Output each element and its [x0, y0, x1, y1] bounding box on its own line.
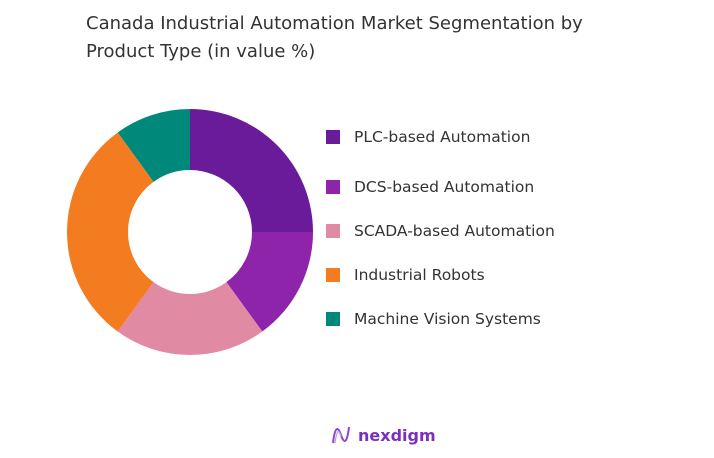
legend-item: SCADA-based Automation: [326, 222, 555, 240]
legend-swatch: [326, 268, 340, 282]
chart-title: Canada Industrial Automation Market Segm…: [86, 13, 583, 62]
donut-slice-industrial-robots: [66, 132, 154, 332]
brand-name: nexdigm: [358, 425, 436, 445]
legend-label: PLC-based Automation: [354, 128, 531, 146]
legend-item: PLC-based Automation: [326, 128, 530, 146]
legend-swatch: [326, 312, 340, 326]
legend-label: Machine Vision Systems: [354, 310, 541, 328]
legend-item: Industrial Robots: [326, 266, 485, 284]
donut-slice-machine-vision-systems: [117, 109, 190, 182]
legend-swatch: [326, 180, 340, 194]
legend-item: DCS-based Automation: [326, 178, 534, 196]
nexdigm-logo: nexdigm: [330, 424, 436, 446]
legend-swatch: [326, 130, 340, 144]
legend-item: Machine Vision Systems: [326, 310, 541, 328]
donut-slice-scada-based-automation: [117, 282, 263, 356]
legend-swatch: [326, 224, 340, 238]
legend-label: DCS-based Automation: [354, 178, 535, 196]
donut-slice-plc-based-automation: [190, 109, 313, 232]
nexdigm-logo-icon: [332, 426, 350, 444]
legend-label: SCADA-based Automation: [354, 222, 555, 240]
legend-label: Industrial Robots: [354, 266, 485, 284]
donut-slice-dcs-based-automation: [226, 232, 313, 332]
